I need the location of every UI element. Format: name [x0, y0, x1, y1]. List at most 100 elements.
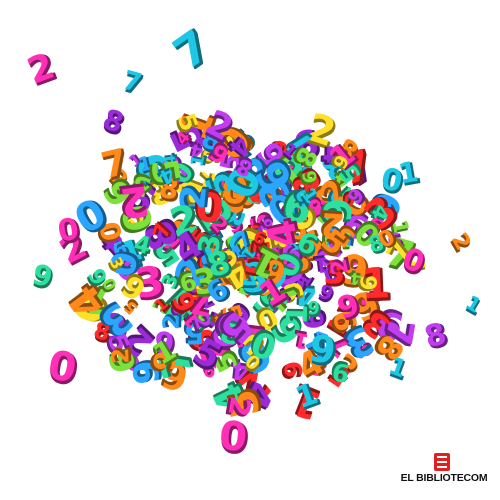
- svg-text:4: 4: [314, 146, 345, 165]
- svg-text:6: 6: [299, 308, 333, 328]
- svg-text:2: 2: [277, 177, 295, 203]
- digit-glyph: 88: [421, 316, 453, 358]
- svg-text:3: 3: [201, 245, 238, 269]
- svg-text:0: 0: [202, 323, 245, 352]
- svg-text:5: 5: [345, 255, 361, 280]
- digit-glyph: 33: [195, 307, 209, 330]
- svg-text:6: 6: [244, 223, 266, 238]
- svg-text:6: 6: [297, 310, 331, 330]
- svg-text:8: 8: [98, 102, 128, 140]
- svg-text:6: 6: [196, 148, 224, 165]
- digit-glyph: 33: [132, 256, 171, 311]
- svg-text:4: 4: [229, 353, 249, 384]
- svg-text:6: 6: [385, 228, 405, 255]
- svg-text:3: 3: [186, 284, 206, 315]
- svg-text:7: 7: [286, 184, 308, 216]
- digit-glyph: 44: [228, 352, 250, 386]
- svg-text:0: 0: [292, 251, 313, 266]
- svg-text:4: 4: [205, 171, 228, 206]
- digit-glyph: 66: [311, 197, 359, 228]
- svg-text:5: 5: [291, 246, 313, 281]
- digit-glyph: 22: [317, 201, 346, 246]
- digit-glyph: 99: [220, 184, 252, 208]
- svg-text:0: 0: [290, 253, 311, 268]
- svg-text:9: 9: [352, 276, 379, 292]
- svg-text:5: 5: [184, 316, 205, 351]
- svg-text:6: 6: [198, 146, 226, 163]
- svg-text:5: 5: [347, 257, 363, 282]
- svg-text:9: 9: [260, 239, 280, 266]
- svg-text:3: 3: [193, 263, 222, 306]
- digit-glyph: 99: [328, 354, 352, 389]
- digit-glyph: 66: [245, 148, 304, 202]
- digit-glyph: 33: [198, 245, 238, 271]
- digit-glyph: 00: [124, 349, 141, 375]
- svg-text:2: 2: [173, 183, 215, 211]
- svg-text:4: 4: [293, 273, 316, 309]
- digit-glyph: 11: [360, 258, 394, 311]
- digit-glyph: 99: [258, 220, 288, 266]
- svg-text:3: 3: [199, 247, 236, 271]
- svg-text:3: 3: [208, 131, 241, 153]
- svg-text:5: 5: [186, 265, 214, 307]
- svg-text:0: 0: [181, 254, 198, 277]
- digit-glyph: 66: [275, 360, 307, 381]
- svg-text:9: 9: [259, 221, 286, 264]
- digit-glyph: 11: [187, 151, 212, 169]
- svg-text:8: 8: [237, 252, 271, 303]
- digit-glyph: 99: [260, 239, 281, 269]
- digit-glyph: 66: [385, 228, 407, 257]
- svg-text:2: 2: [108, 347, 135, 364]
- svg-text:2: 2: [117, 214, 145, 234]
- svg-text:9: 9: [354, 275, 381, 291]
- digit-glyph: 00: [219, 168, 252, 217]
- digit-glyph: 22: [214, 311, 244, 351]
- svg-text:0: 0: [219, 168, 249, 214]
- svg-text:6: 6: [146, 348, 182, 373]
- digit-glyph: 88: [98, 102, 129, 143]
- svg-text:6: 6: [246, 221, 268, 236]
- digit-glyph: 00: [250, 298, 284, 338]
- digit-glyph: 22: [108, 345, 137, 364]
- svg-text:3: 3: [180, 190, 206, 207]
- svg-text:1: 1: [280, 304, 315, 325]
- digit-glyph: 99: [100, 305, 131, 353]
- digit-glyph: 22: [244, 238, 274, 258]
- svg-text:0: 0: [321, 261, 342, 289]
- svg-text:4: 4: [294, 276, 317, 312]
- svg-text:8: 8: [242, 231, 270, 277]
- digit-glyph: 00: [290, 251, 313, 268]
- svg-text:0: 0: [182, 257, 199, 280]
- digit-glyph: 00: [205, 243, 245, 281]
- digit-glyph: 33: [180, 188, 209, 207]
- digit-glyph: 77: [213, 167, 235, 199]
- digit-glyph: 11: [136, 151, 157, 179]
- svg-text:1: 1: [362, 260, 393, 310]
- svg-text:5: 5: [316, 227, 356, 251]
- svg-text:0: 0: [341, 187, 355, 207]
- svg-text:2: 2: [22, 46, 60, 93]
- svg-text:0: 0: [263, 187, 283, 201]
- svg-text:3: 3: [210, 130, 243, 152]
- digit-glyph: 22: [187, 311, 216, 335]
- svg-text:4: 4: [307, 349, 328, 379]
- digit-glyph: 66: [297, 307, 333, 330]
- digit-glyph: 00: [201, 321, 247, 353]
- svg-text:3: 3: [197, 309, 209, 329]
- svg-text:9: 9: [260, 223, 287, 266]
- svg-text:2: 2: [187, 313, 214, 334]
- digit-glyph: 00: [44, 342, 82, 396]
- digit-glyph: 00: [378, 162, 407, 203]
- svg-text:1: 1: [311, 250, 328, 276]
- svg-text:9: 9: [182, 327, 222, 353]
- svg-text:9: 9: [297, 169, 320, 186]
- svg-text:9: 9: [154, 327, 177, 363]
- svg-text:5: 5: [187, 268, 215, 310]
- digit-glyph: 11: [385, 218, 414, 239]
- svg-text:4: 4: [131, 229, 153, 260]
- svg-text:8: 8: [166, 303, 187, 318]
- svg-text:3: 3: [263, 228, 295, 252]
- svg-text:8: 8: [229, 171, 270, 197]
- svg-text:4: 4: [132, 231, 154, 262]
- digit-glyph: 11: [290, 325, 310, 354]
